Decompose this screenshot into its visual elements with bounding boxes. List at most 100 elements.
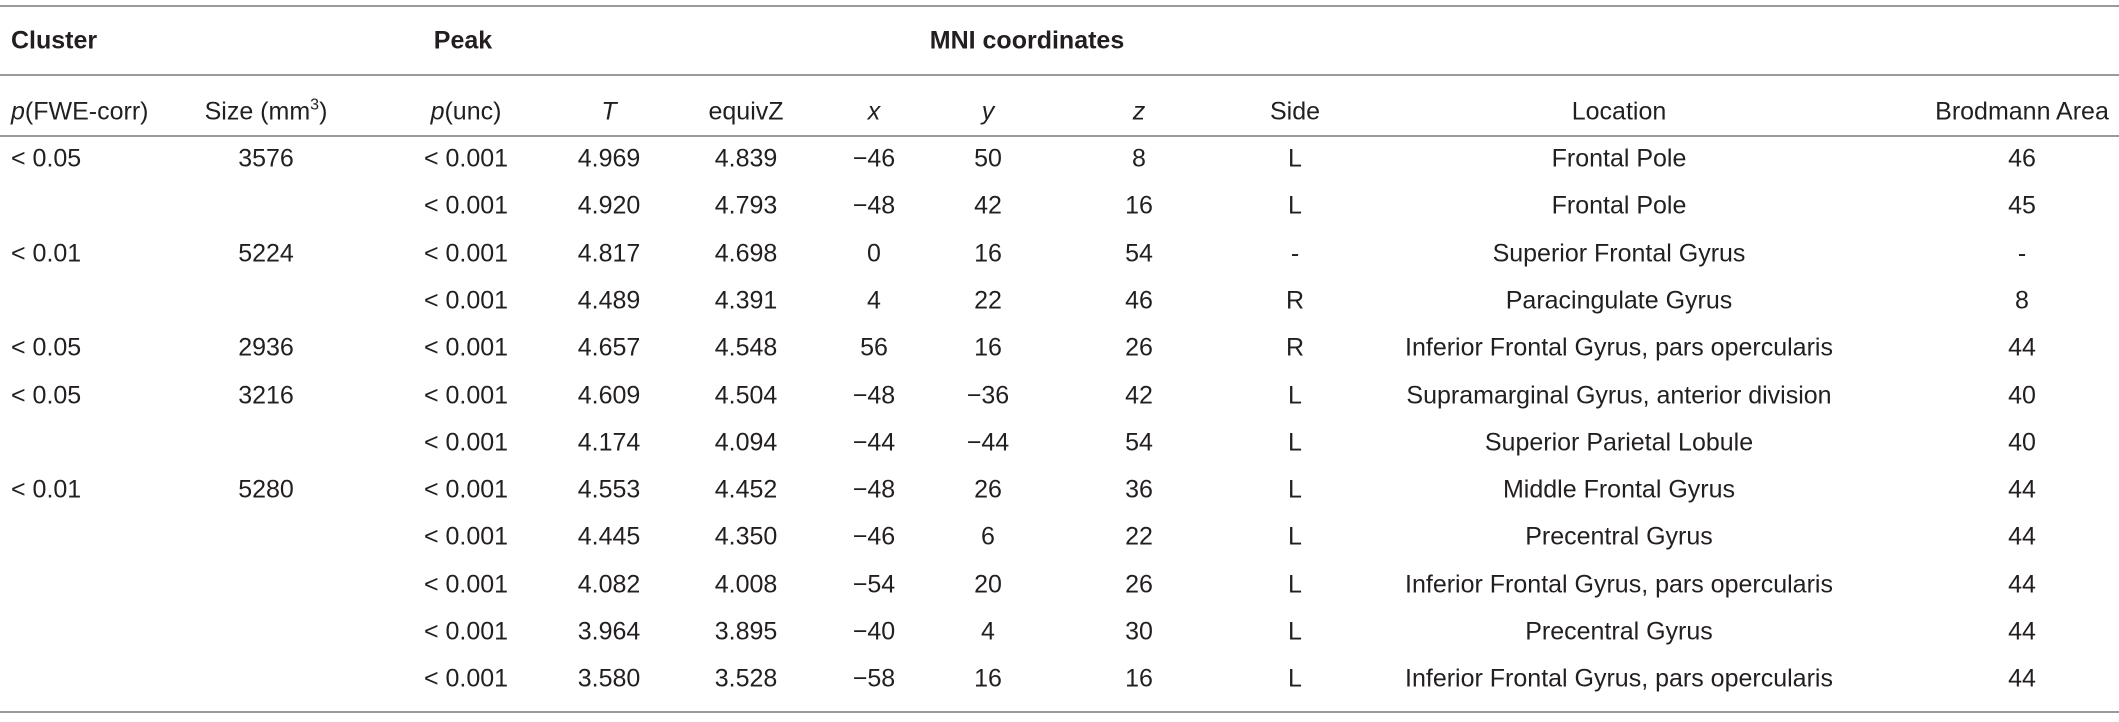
- table-cell: 4.698: [714, 239, 778, 268]
- table-cell: Inferior Frontal Gyrus, pars opercularis: [1405, 664, 1833, 693]
- table-cell: 56: [860, 333, 888, 362]
- column-header: Side: [1270, 99, 1320, 125]
- table-cell: −40: [852, 617, 896, 646]
- header-rule: [0, 135, 2119, 137]
- table-cell: L: [1288, 522, 1302, 551]
- table-cell: 4.391: [714, 286, 778, 315]
- table-cell: 4: [867, 286, 881, 315]
- header-text: p: [430, 97, 445, 126]
- table-cell: −54: [852, 570, 896, 599]
- table-cell: 4.008: [714, 570, 778, 599]
- table-cell: Frontal Pole: [1551, 144, 1687, 173]
- table-cell: < 0.001: [423, 286, 509, 315]
- table-cell: 4.082: [577, 570, 641, 599]
- column-header: Location: [1571, 97, 1667, 126]
- table-cell: 4.553: [577, 475, 641, 504]
- table-cell: 45: [2008, 191, 2036, 220]
- table-cell: < 0.001: [423, 570, 509, 599]
- table-cell: 4.969: [577, 144, 641, 173]
- header-text: z: [1132, 97, 1146, 126]
- table-cell: 20: [974, 570, 1002, 599]
- table-cell: 8: [1132, 144, 1146, 173]
- table-cell: −36: [966, 381, 1010, 409]
- table-cell: 4.445: [577, 522, 641, 551]
- table-cell: Precentral Gyrus: [1525, 617, 1713, 646]
- table-cell: 42: [974, 191, 1002, 220]
- column-header: y: [982, 99, 995, 125]
- table-cell: L: [1288, 428, 1302, 457]
- column-header: p(FWE-corr): [11, 97, 149, 126]
- table-cell: 26: [974, 475, 1002, 504]
- header-text: Size (mm: [204, 97, 311, 126]
- header-text: Brodmann Area: [1935, 97, 2109, 126]
- table-cell: Paracingulate Gyrus: [1505, 286, 1733, 315]
- cluster-p: < 0.05: [11, 333, 82, 362]
- table-cell: 16: [1125, 664, 1153, 693]
- table-cell: < 0.001: [423, 144, 509, 173]
- table-cell: 8: [2015, 286, 2029, 315]
- table-cell: 16: [974, 239, 1002, 268]
- group-header: MNI coordinates: [929, 26, 1125, 55]
- header-text: x: [867, 97, 881, 126]
- table-cell: 44: [2008, 664, 2036, 693]
- table-cell: 30: [1125, 617, 1153, 646]
- table-cell: 54: [1125, 239, 1153, 268]
- table-cell: 16: [1125, 191, 1153, 220]
- table-cell: 40: [2008, 428, 2036, 457]
- top-rule: [0, 5, 2119, 7]
- table-cell: 22: [974, 286, 1002, 315]
- table-cell: 16: [974, 333, 1002, 362]
- column-header: T: [601, 99, 616, 125]
- table-cell: 44: [2008, 617, 2036, 646]
- table-cell: L: [1288, 144, 1302, 173]
- table-cell: −44: [966, 428, 1010, 457]
- table-cell: < 0.001: [423, 191, 509, 220]
- table-cell: Inferior Frontal Gyrus, pars opercularis: [1405, 333, 1833, 362]
- table-cell: −46: [852, 522, 896, 551]
- table-cell: 44: [2008, 570, 2036, 599]
- table-cell: Superior Parietal Lobule: [1484, 428, 1754, 457]
- table-cell: 4.839: [714, 144, 778, 173]
- table-cell: 6: [981, 522, 995, 551]
- table-cell: -: [2017, 239, 2027, 268]
- table-cell: 44: [2008, 522, 2036, 551]
- table-cell: < 0.001: [423, 617, 509, 646]
- table-cell: Superior Frontal Gyrus: [1492, 239, 1746, 268]
- cluster-p: < 0.01: [11, 475, 82, 504]
- table-cell: 3.580: [577, 664, 641, 693]
- table-cell: 4.452: [714, 475, 778, 504]
- table-cell: 4.657: [577, 333, 641, 362]
- table-cell: < 0.001: [423, 428, 509, 457]
- table-cell: 26: [1125, 333, 1153, 362]
- header-text: Location: [1571, 97, 1667, 126]
- table-cell: 40: [2008, 381, 2036, 409]
- column-header: equivZ: [708, 99, 783, 125]
- table-cell: < 0.001: [423, 664, 509, 693]
- table-cell: L: [1288, 381, 1302, 409]
- table-cell: 4.817: [577, 239, 641, 268]
- table-cell: −44: [852, 428, 896, 457]
- header-text: p: [11, 97, 25, 126]
- table-cell: 4.793: [714, 191, 778, 220]
- cluster-size: 3216: [238, 381, 294, 409]
- column-header: z: [1132, 97, 1146, 126]
- cluster-size: 2936: [238, 333, 294, 362]
- column-header: Size (mm3): [204, 97, 328, 126]
- group-header: Cluster: [11, 26, 98, 55]
- header-text: (FWE-corr): [24, 97, 149, 126]
- table-cell: 26: [1125, 570, 1153, 599]
- table-cell: −48: [852, 381, 896, 409]
- table-cell: R: [1285, 286, 1305, 315]
- table-cell: Supramarginal Gyrus, anterior division: [1406, 381, 1832, 409]
- table-cell: 46: [2008, 144, 2036, 173]
- table-cell: 50: [974, 144, 1002, 173]
- table-cell: −58: [852, 664, 896, 693]
- table-cell: 3.895: [714, 617, 778, 646]
- table-cell: 46: [1125, 286, 1153, 315]
- table-cell: 4: [981, 617, 995, 646]
- table-cell: 44: [2008, 475, 2036, 504]
- header-text: (unc): [444, 97, 502, 126]
- cluster-size: 3576: [238, 144, 294, 173]
- column-header: Brodmann Area: [1935, 97, 2109, 126]
